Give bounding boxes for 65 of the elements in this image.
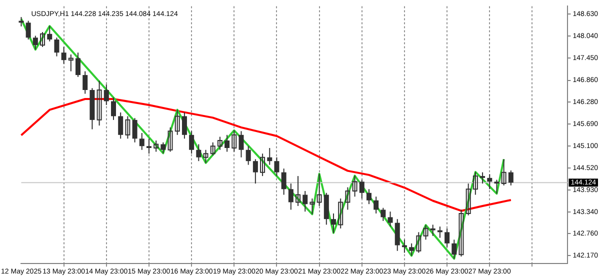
candlestick <box>82 70 88 94</box>
candlestick <box>246 146 251 166</box>
candlestick <box>394 218 400 252</box>
candlestick <box>104 84 109 106</box>
candlestick <box>238 130 244 158</box>
candlestick <box>76 52 81 78</box>
candlestick <box>409 242 414 256</box>
candlestick <box>430 224 436 236</box>
candlestick <box>374 196 379 214</box>
candlestick <box>423 224 428 240</box>
candlestick <box>416 232 422 254</box>
candlestick <box>472 171 478 196</box>
candlestick <box>388 211 393 228</box>
candlestick <box>26 20 31 40</box>
candlestick <box>501 158 506 186</box>
candlestick <box>132 118 138 143</box>
candlestick <box>32 35 38 50</box>
candlestick <box>252 158 258 184</box>
candlestick <box>274 156 280 177</box>
candlestick <box>232 130 237 152</box>
candlestick <box>380 207 386 222</box>
candlestick <box>316 173 322 206</box>
candlestick <box>359 179 364 199</box>
candlestick <box>182 112 187 140</box>
candlestick <box>146 138 152 154</box>
candlestick <box>160 142 166 154</box>
candlestick <box>54 37 60 57</box>
candlestick <box>352 175 358 198</box>
candlestick <box>508 170 514 186</box>
candlestick <box>366 188 372 205</box>
candlestick <box>118 112 124 140</box>
candlestick <box>203 149 208 164</box>
candlestick <box>125 116 130 140</box>
candlestick <box>210 142 216 156</box>
candlestick <box>40 32 46 48</box>
candlestick <box>302 190 308 212</box>
candlestick <box>174 109 180 136</box>
candlestick <box>110 96 116 120</box>
candlestick <box>487 174 492 190</box>
candlestick <box>217 136 222 150</box>
candlestick <box>267 147 272 166</box>
candlestick <box>466 183 471 216</box>
candlestick <box>458 209 464 257</box>
candlestick <box>310 198 315 215</box>
candlestick <box>260 153 266 177</box>
candlestick <box>68 54 74 72</box>
candlestick <box>338 198 344 229</box>
candlestick <box>296 176 301 206</box>
candlestick <box>189 130 194 154</box>
candlestick <box>224 134 230 152</box>
candlestick <box>168 126 173 152</box>
candlestick <box>96 80 102 126</box>
candlestick <box>47 26 52 42</box>
candlestick <box>154 140 159 152</box>
candlestick <box>139 132 144 150</box>
candlestick <box>494 179 500 194</box>
candlestick <box>331 212 336 234</box>
candlestick <box>288 183 294 210</box>
candlestick <box>452 239 457 260</box>
candlestick <box>444 228 450 248</box>
candlestick <box>196 144 202 162</box>
candlestick <box>345 186 350 210</box>
candlestick <box>61 46 66 64</box>
candlestick <box>480 172 486 184</box>
candlestick <box>281 168 286 196</box>
